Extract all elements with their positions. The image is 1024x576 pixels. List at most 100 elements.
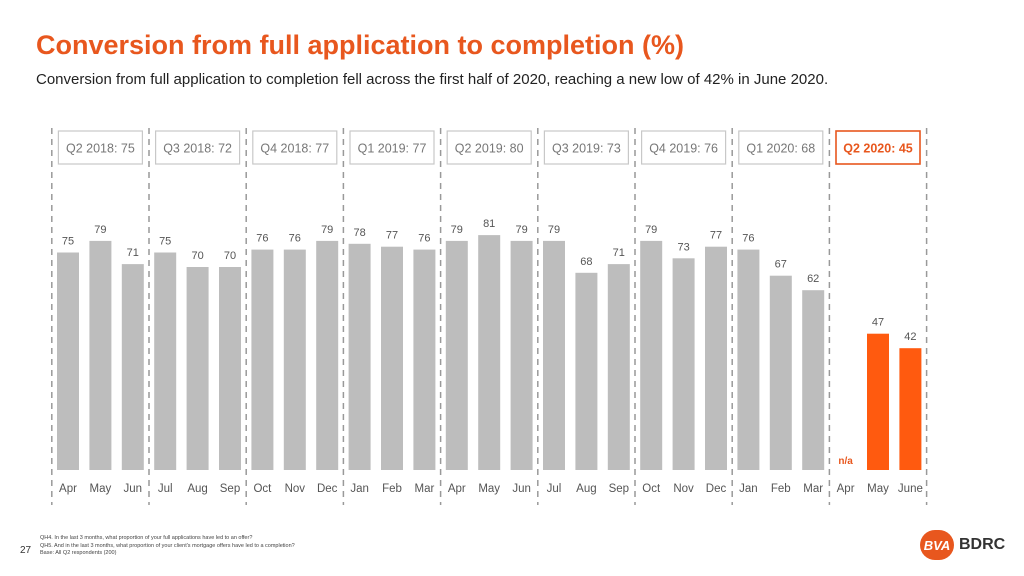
bar-value-label: 71 [127,247,139,259]
month-tick-label: Dec [706,483,727,495]
bar-value-label: 81 [483,218,495,230]
quarter-box [835,130,921,165]
month-tick-label: Jul [158,483,173,495]
bar-value-label: 77 [386,230,398,242]
bar-value-label: 67 [775,259,787,271]
bar-value-label: 79 [451,224,463,236]
bar [57,252,79,470]
bar-value-label: 47 [872,317,884,329]
quarter-label: Q2 2020: 45 [843,142,913,156]
month-tick-label: Feb [771,483,791,495]
footnote-qh4: QH4. In the last 3 months, what proporti… [40,535,253,541]
footnote-base: Base: All Q2 respondents (200) [40,550,117,556]
month-tick-label: Mar [414,483,434,495]
bva-bdrc-logo: BVA BDRC [920,530,1005,560]
quarter-box [738,130,824,165]
bar [478,235,501,470]
month-tick-label: Feb [382,483,402,495]
bar-value-label: 75 [159,236,171,248]
month-tick-label: May [478,483,500,495]
bar-value-label: 76 [742,233,754,245]
month-tick-label: Apr [837,483,855,495]
month-tick-label: Oct [642,483,661,495]
bar [413,249,436,470]
footnotes: QH4. In the last 3 months, what proporti… [40,535,295,558]
bar-value-label: 75 [62,236,74,248]
month-tick-label: June [898,483,923,495]
bar-value-label: 62 [807,273,819,285]
bar [575,272,598,470]
bar-value-label: 79 [548,224,560,236]
bar-value-label: 71 [613,247,625,259]
bar [121,264,144,470]
quarter-label: Q4 2018: 77 [260,142,329,156]
quarter-box [640,130,727,165]
quarter-box [155,130,241,165]
bar [381,246,403,470]
month-tick-label: Nov [285,483,306,495]
bar [769,275,792,470]
bar [251,249,274,470]
bar [705,246,727,470]
bar [543,240,565,470]
quarter-box [252,130,338,165]
footnote-qh5: QH5. And in the last 3 months, what prop… [40,542,295,549]
bar [672,258,695,470]
month-tick-label: Jun [124,483,143,495]
month-tick-label: Sep [220,483,240,495]
month-tick-label: Jul [547,483,562,495]
bar-value-label: 70 [191,250,203,262]
bar [186,267,209,470]
month-tick-label: Apr [59,483,77,495]
bar [219,267,241,470]
month-tick-label: Aug [187,483,207,495]
bar [802,290,825,470]
month-tick-label: May [90,483,112,495]
month-tick-label: Nov [673,483,694,495]
bar-value-label: 78 [353,227,365,239]
month-tick-label: Jan [739,483,758,495]
bar [510,240,533,470]
quarter-box [543,130,630,165]
month-tick-label: Apr [448,483,466,495]
month-tick-label: May [867,483,889,495]
quarter-label: Q2 2019: 80 [455,142,524,156]
page-number: 27 [20,545,32,556]
quarter-box [446,130,532,165]
bar [607,264,630,470]
bar-value-label: 70 [224,250,236,262]
bar [640,240,663,470]
quarter-label: Q3 2018: 72 [163,142,232,156]
month-tick-label: Oct [253,483,272,495]
quarter-label: Q3 2019: 73 [552,142,621,156]
month-tick-label: Sep [609,483,629,495]
quarter-box [57,130,144,165]
bar [89,240,112,470]
month-tick-label: Jun [512,483,531,495]
bar-value-label: 76 [289,233,301,245]
month-tick-label: Dec [317,483,338,495]
bar [899,348,922,470]
bar [348,243,371,470]
bar-value-label: 77 [710,230,722,242]
bar-value-label: 76 [418,233,430,245]
chart-title: Conversion from full application to comp… [36,30,685,60]
bar [445,240,468,470]
month-tick-label: Mar [803,483,823,495]
bar-value-label: 79 [94,224,106,236]
bar-value-label: 79 [645,224,657,236]
quarter-label: Q1 2020: 68 [746,142,815,156]
bar [283,249,306,470]
bar-value-label: 73 [677,241,689,253]
bar [316,240,339,470]
quarter-label: Q4 2019: 76 [649,142,718,156]
bdrc-logo-word: BDRC [959,536,1006,553]
bar-value-label: 42 [904,331,916,343]
bar [737,249,760,470]
bar-value-label: 79 [321,224,333,236]
bar [867,333,889,470]
bar [154,252,177,470]
quarter-label: Q1 2019: 77 [358,142,427,156]
month-tick-label: Aug [576,483,596,495]
